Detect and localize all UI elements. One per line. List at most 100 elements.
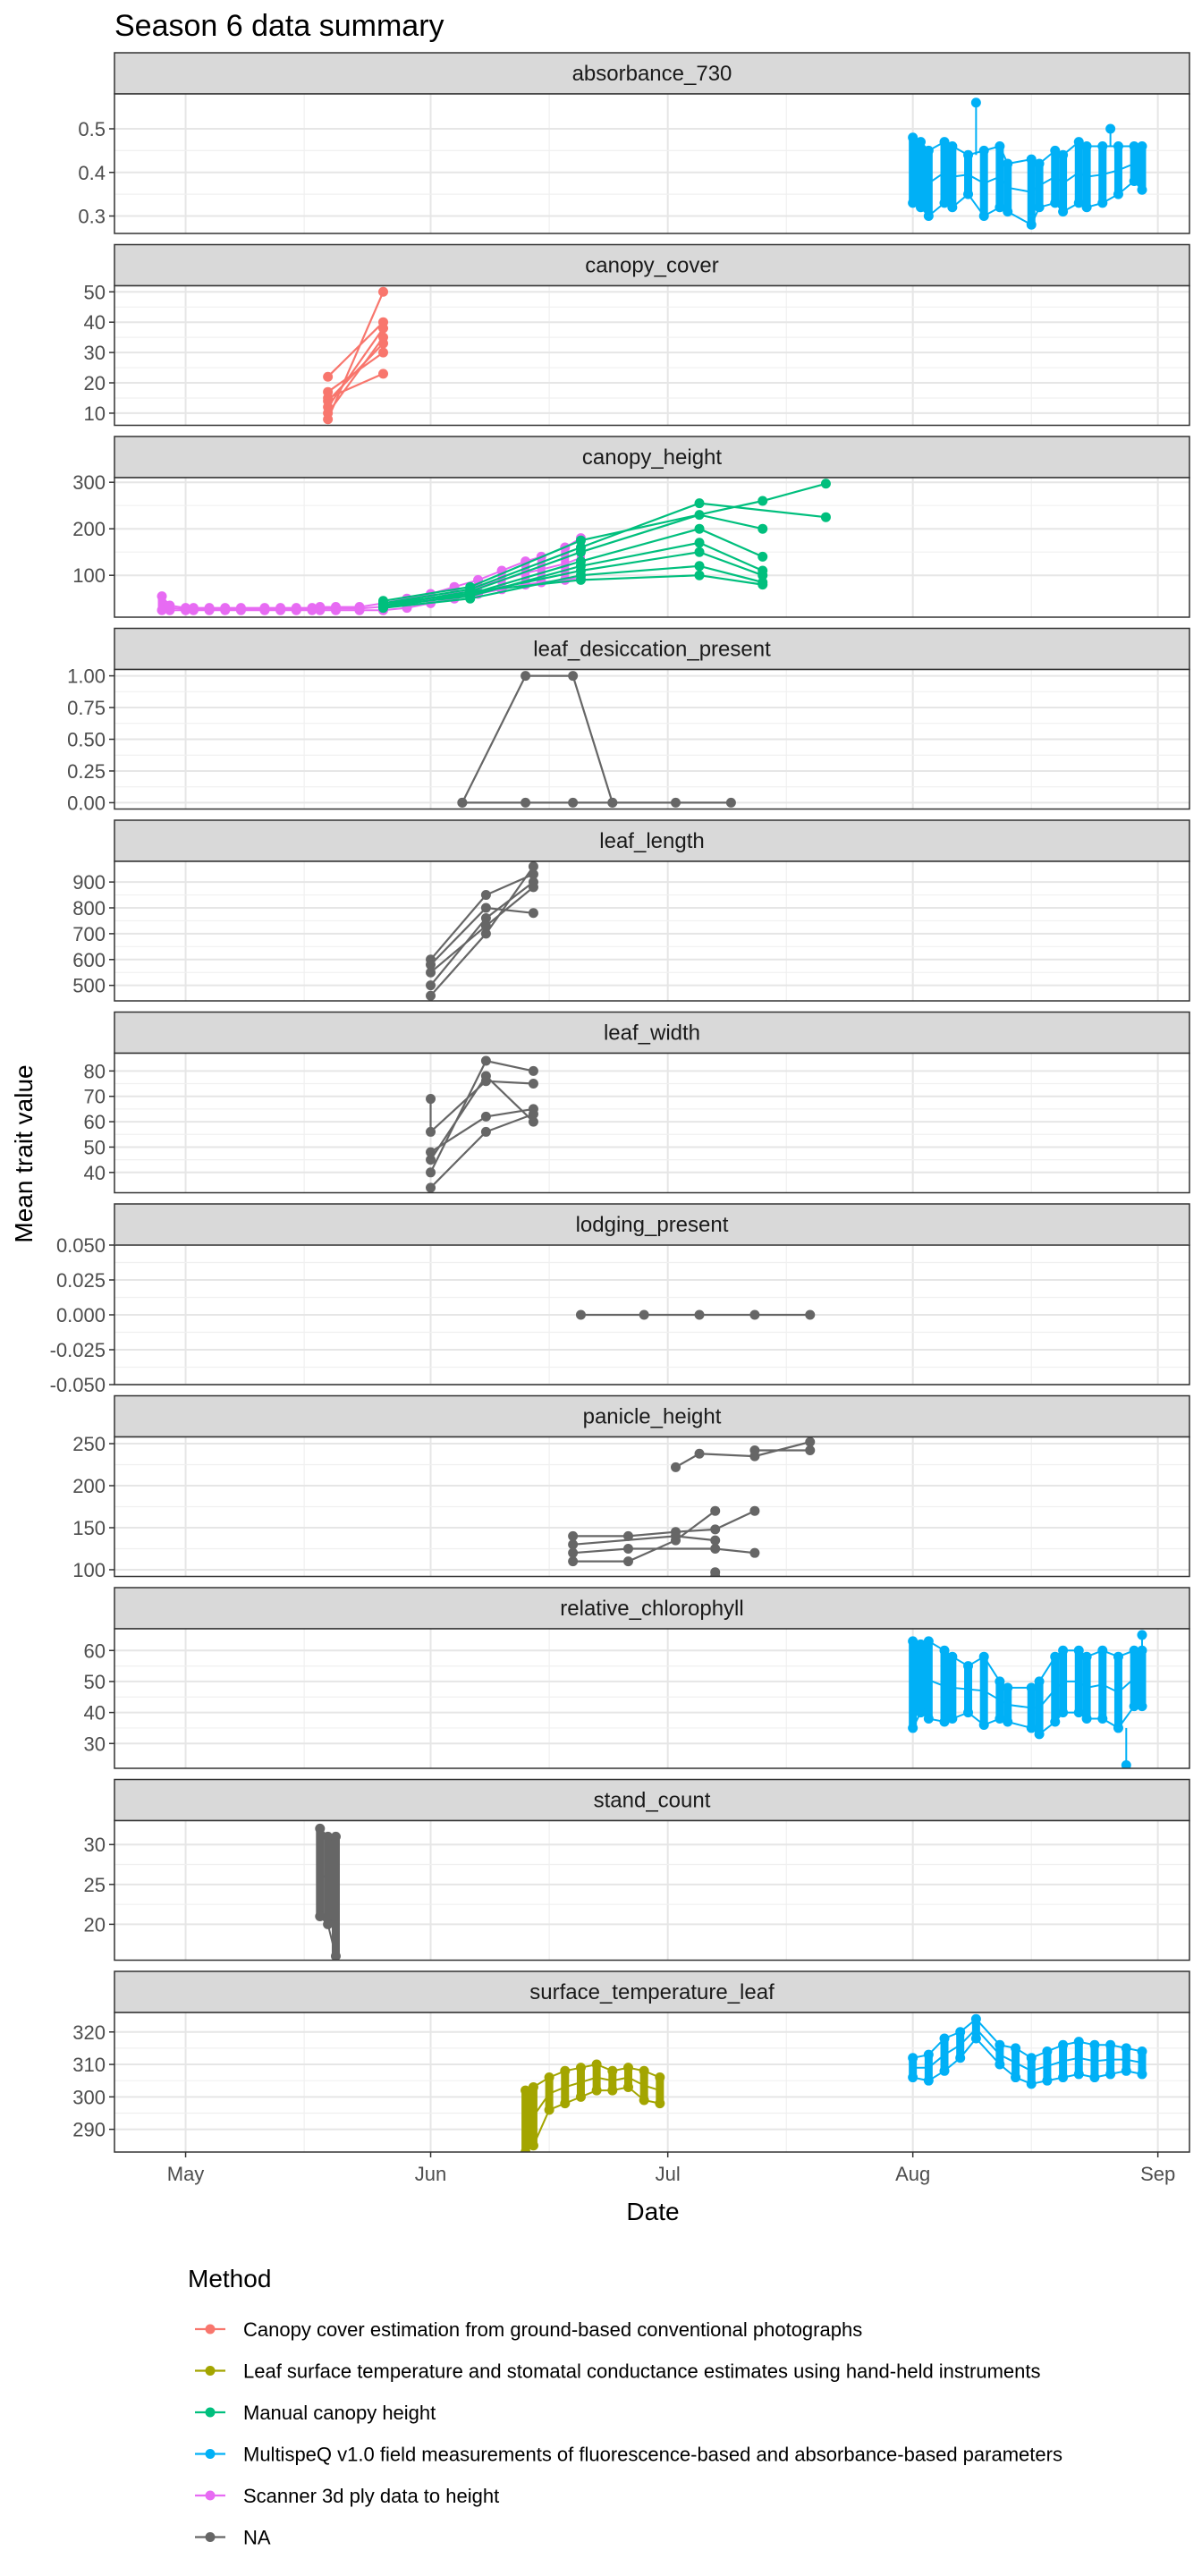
data-point — [528, 2140, 538, 2151]
data-point — [568, 1547, 579, 1558]
data-point — [1058, 207, 1069, 217]
data-point — [378, 286, 388, 297]
y-tick-label: 20 — [84, 1913, 106, 1936]
data-point — [157, 605, 167, 615]
data-point — [1081, 1714, 1092, 1724]
legend-label: Scanner 3d ply data to height — [243, 2485, 499, 2507]
data-point — [963, 1707, 974, 1718]
data-point — [188, 603, 199, 614]
data-point — [1129, 1645, 1139, 1656]
y-tick-label: 50 — [84, 281, 106, 303]
data-point — [235, 603, 246, 614]
data-point — [1026, 2079, 1037, 2089]
y-tick-label: 60 — [84, 1640, 106, 1662]
y-tick-label: 0.25 — [67, 760, 106, 783]
data-point — [908, 132, 918, 143]
data-point — [820, 479, 831, 489]
data-point — [1097, 198, 1108, 208]
series-line — [525, 2063, 661, 2092]
y-tick-label: -0.050 — [50, 1374, 106, 1396]
series-line — [326, 321, 385, 377]
data-point — [1050, 198, 1061, 208]
strip-label: leaf_length — [599, 829, 704, 853]
data-point — [916, 1707, 926, 1718]
strip-background — [114, 1778, 1190, 1822]
series-na — [575, 1309, 816, 1320]
data-point — [908, 1636, 918, 1647]
data-point — [560, 2098, 571, 2109]
strip-background — [114, 243, 1190, 287]
data-point — [378, 600, 388, 611]
legend-item-multispeq-v1-0-field-measureme: MultispeQ v1.0 field measurements of flu… — [195, 2444, 1062, 2466]
data-point — [694, 1448, 705, 1459]
data-point — [330, 1831, 341, 1842]
data-point — [1050, 1716, 1061, 1727]
y-tick-label: 0.025 — [56, 1269, 106, 1292]
series-na — [568, 1436, 816, 1577]
data-point — [1026, 154, 1037, 165]
data-point — [1003, 1716, 1013, 1727]
data-point — [655, 2072, 665, 2083]
series-multispeq-v1-0-field-measurements-of-flu — [908, 1630, 1147, 1768]
data-point — [1113, 1651, 1123, 1662]
panel-border — [114, 1628, 1190, 1769]
data-point — [923, 1636, 934, 1647]
data-point — [671, 1462, 681, 1472]
legend-key-point — [205, 2449, 216, 2459]
data-point — [426, 1167, 436, 1178]
y-tick-label: 300 — [72, 471, 106, 494]
panel-background — [114, 861, 1189, 1001]
legend-item-scanner-3d-ply-data-to-height: Scanner 3d ply data to height — [195, 2485, 499, 2507]
data-point — [655, 2098, 665, 2109]
y-tick-label: 320 — [72, 2021, 106, 2044]
data-point — [591, 2085, 602, 2096]
panel-leaf-width: leaf_width 40 50 60 70 80 — [84, 1011, 1190, 1194]
data-point — [575, 574, 586, 585]
data-point — [758, 523, 768, 534]
data-point — [1073, 198, 1084, 208]
data-point — [181, 603, 191, 614]
data-point — [157, 591, 167, 602]
data-point — [939, 1716, 950, 1727]
data-point — [749, 1309, 760, 1320]
y-tick-label: 100 — [72, 1559, 106, 1581]
strip-label: canopy_cover — [585, 254, 718, 278]
data-point — [1011, 2072, 1021, 2083]
strip-label: relative_chlorophyll — [560, 1597, 743, 1621]
data-point — [1137, 2069, 1147, 2080]
strip-label: surface_temperature_leaf — [529, 1980, 775, 2004]
strip-label: leaf_desiccation_present — [533, 638, 771, 662]
legend-key-point — [205, 2407, 216, 2418]
data-point — [1058, 149, 1069, 160]
data-point — [457, 797, 468, 808]
data-point — [426, 1094, 436, 1105]
y-tick-label: 600 — [72, 949, 106, 971]
legend-label: Canopy cover estimation from ground-base… — [243, 2318, 862, 2341]
data-point — [923, 211, 934, 221]
data-point — [426, 990, 436, 1001]
data-point — [1081, 141, 1092, 151]
panel-border — [114, 1819, 1190, 1962]
y-tick-label: 70 — [84, 1086, 106, 1108]
data-point — [521, 671, 531, 682]
data-point — [749, 1445, 760, 1456]
x-tick-label: Jul — [656, 2163, 681, 2185]
data-point — [544, 2072, 554, 2083]
panel-data — [908, 97, 1147, 230]
data-point — [275, 603, 286, 614]
data-point — [908, 198, 918, 208]
series-line — [327, 372, 384, 400]
data-point — [995, 202, 1005, 213]
data-point — [939, 1645, 950, 1656]
series-line — [525, 2076, 661, 2123]
data-point — [939, 2033, 950, 2044]
data-point — [426, 1126, 436, 1137]
data-point — [995, 1676, 1005, 1687]
data-point — [528, 1065, 538, 1076]
y-tick-label: 0.75 — [67, 697, 106, 719]
y-tick-label: 50 — [84, 1671, 106, 1693]
panel-leaf-desiccation-present: leaf_desiccation_present 0.00 0.25 0.50 0.75… — [67, 627, 1190, 814]
data-point — [378, 332, 388, 343]
series-line — [326, 291, 385, 420]
data-point — [591, 2059, 602, 2070]
